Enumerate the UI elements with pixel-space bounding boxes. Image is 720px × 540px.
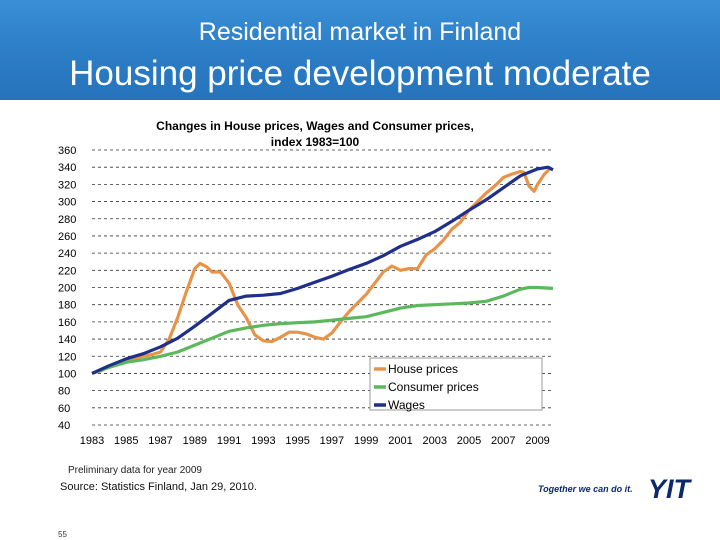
company-slogan: Together we can do it.	[538, 484, 633, 494]
legend-entry: House prices	[388, 362, 458, 376]
x-tick-label: 1985	[114, 435, 138, 447]
y-tick-label: 40	[58, 420, 70, 432]
yit-logo: YIT	[648, 474, 693, 502]
x-axis: 1983 1985 1987 1989 1991 1993 1995 1997 1999 2001…	[80, 435, 550, 447]
y-tick-label: 280	[58, 214, 76, 226]
x-tick-label: 1995	[285, 435, 309, 447]
y-tick-label: 80	[58, 386, 70, 398]
x-tick-label: 1987	[148, 435, 172, 447]
y-tick-label: 300	[58, 197, 76, 209]
page-title: Housing price development moderate	[69, 54, 651, 93]
y-tick-label: 320	[58, 179, 76, 191]
x-tick-label: 2009	[525, 435, 549, 447]
series-line-wages	[91, 165, 554, 375]
x-tick-label: 2007	[491, 435, 515, 447]
legend-box	[369, 357, 543, 411]
y-tick-label: 340	[58, 162, 76, 174]
header-banner: Residential market in Finland Housing pr…	[0, 0, 720, 100]
source-note: Source: Statistics Finland, Jan 29, 2010…	[60, 481, 257, 493]
x-tick-label: 1999	[354, 435, 378, 447]
chart-series	[91, 165, 554, 375]
y-tick-label: 180	[58, 300, 76, 312]
series-line-consumer-prices	[91, 285, 554, 375]
page-supertitle: Residential market in Finland	[198, 18, 522, 46]
x-tick-label: 1989	[183, 435, 207, 447]
yit-logo-text: YIT	[648, 474, 693, 502]
series-line-house-prices	[91, 166, 553, 375]
y-tick-label: 160	[58, 317, 76, 329]
y-tick-label: 220	[58, 265, 76, 277]
y-axis: 40 60 80 100 120 140 160 180 200 220 240 260 280 300 3…	[58, 145, 76, 432]
x-tick-label: 1993	[251, 435, 275, 447]
y-tick-label: 60	[58, 403, 70, 415]
y-tick-label: 140	[58, 334, 76, 346]
y-tick-label: 260	[58, 231, 76, 243]
x-tick-label: 1983	[80, 435, 104, 447]
chart-title-line-2: index 1983=100	[270, 135, 360, 149]
y-tick-label: 100	[58, 368, 76, 380]
preliminary-note: Preliminary data for year 2009	[68, 465, 202, 476]
page-number: 55	[58, 530, 67, 539]
x-tick-label: 2005	[457, 435, 481, 447]
y-tick-label: 360	[58, 145, 76, 157]
legend-entry: Wages	[388, 398, 425, 412]
chart-legend: House prices Consumer prices Wages	[369, 357, 543, 412]
y-tick-label: 240	[58, 248, 76, 260]
x-tick-label: 2003	[423, 435, 447, 447]
y-tick-label: 120	[58, 351, 76, 363]
x-tick-label: 1997	[320, 435, 344, 447]
y-tick-label: 200	[58, 283, 76, 295]
x-tick-label: 2001	[388, 435, 412, 447]
legend-entry: Consumer prices	[388, 380, 479, 394]
chart-title: Changes in House prices, Wages and Consu…	[95, 118, 535, 150]
chart-title-line-1: Changes in House prices, Wages and Consu…	[156, 119, 474, 133]
x-tick-label: 1991	[217, 435, 241, 447]
